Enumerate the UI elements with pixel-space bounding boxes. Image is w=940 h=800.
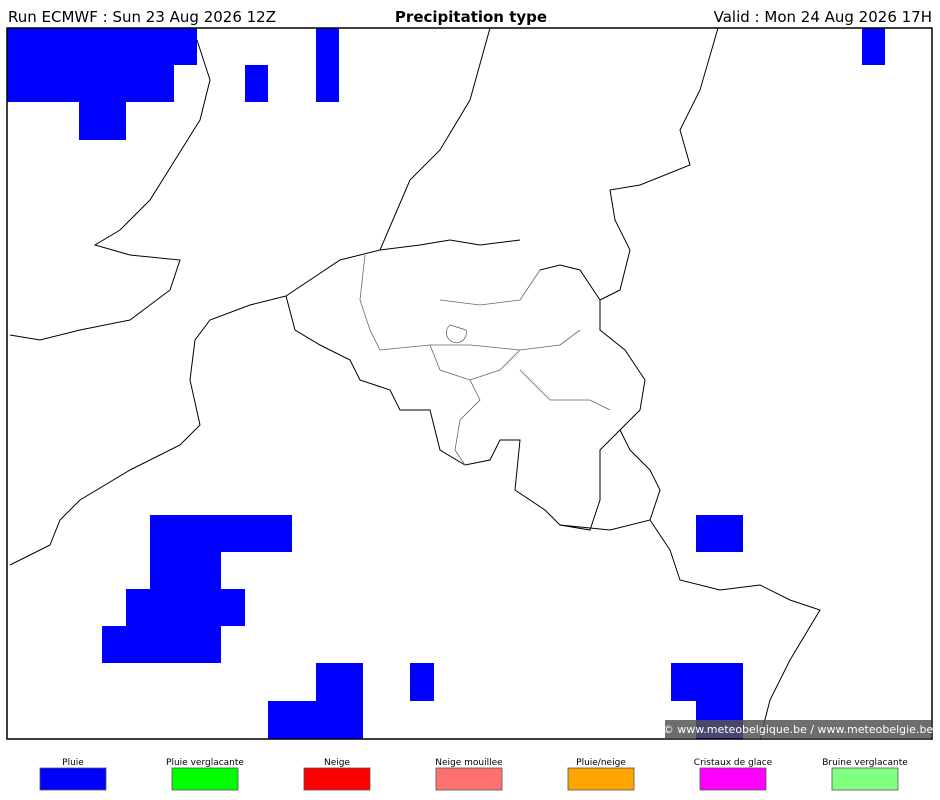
province-borders (359, 254, 611, 466)
legend-swatch (567, 767, 635, 791)
legend-swatch (699, 767, 767, 791)
run-label: Run ECMWF : Sun 23 Aug 2026 12Z (8, 8, 276, 26)
watermark-bg (665, 720, 931, 738)
legend-label: Pluie verglacante (166, 758, 244, 768)
legend-swatch (435, 767, 503, 791)
coastlines (9, 27, 719, 566)
precip-cells (7, 28, 885, 739)
legend-label: Pluie (62, 758, 84, 768)
legend-label: Bruine verglacante (822, 758, 908, 768)
title: Precipitation type (395, 8, 547, 26)
valid-label: Valid : Mon 24 Aug 2026 17H (714, 8, 932, 26)
legend-label: Neige (324, 758, 350, 768)
watermark: © www.meteobelgique.be / www.meteobelgie… (663, 723, 934, 736)
legend-label: Neige mouillee (435, 758, 503, 768)
legend-swatch (831, 767, 899, 791)
country-borders (285, 264, 821, 740)
map-frame (6, 27, 933, 740)
legend-label: Cristaux de glace (694, 758, 773, 768)
legend-label: Pluie/neige (576, 758, 626, 768)
legend-swatch (303, 767, 371, 791)
legend-swatch (171, 767, 239, 791)
legend: Pluie Pluie verglacante Neige Neige mouille… (39, 758, 908, 791)
legend-swatch (39, 767, 107, 791)
